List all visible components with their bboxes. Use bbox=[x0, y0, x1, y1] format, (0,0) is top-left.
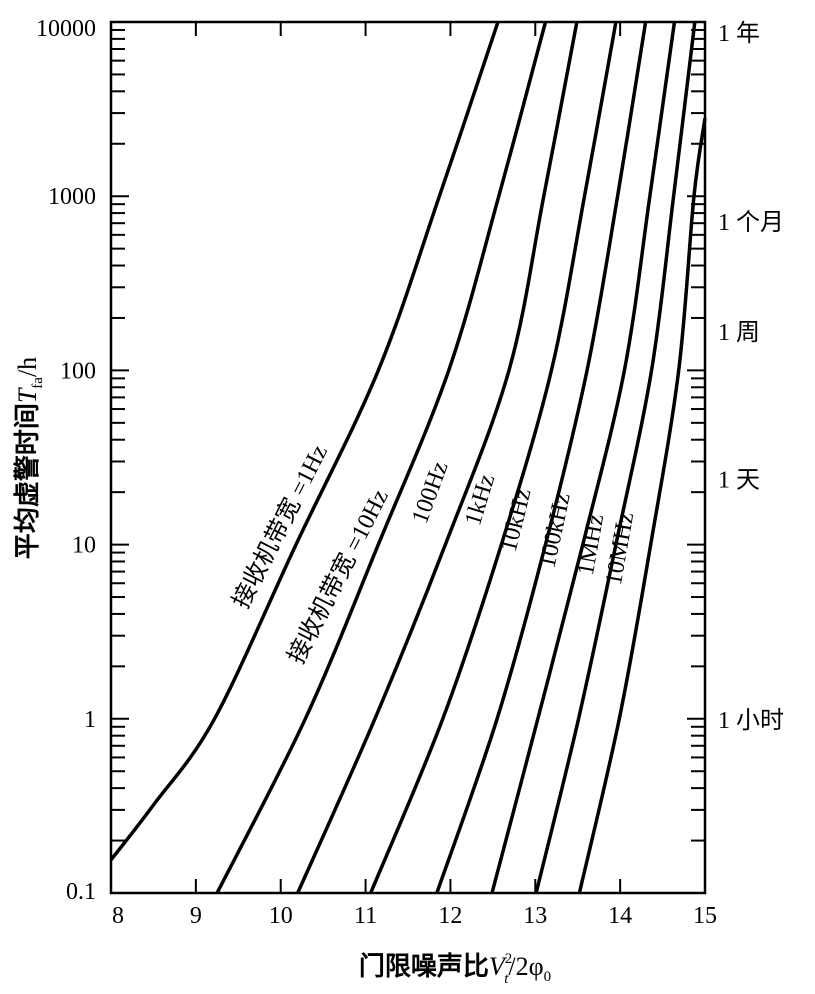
curve-10mhz bbox=[577, 118, 707, 894]
curves bbox=[109, 21, 707, 894]
plot-frame bbox=[109, 20, 707, 895]
x-tick-label: 9 bbox=[190, 903, 202, 929]
y-axis-label-text: 平均虚警时间 bbox=[12, 403, 42, 559]
right-axis-label: 1 个月 bbox=[718, 209, 784, 236]
x-tick-label: 12 bbox=[438, 903, 462, 929]
curve-10khz bbox=[435, 21, 648, 894]
y-tick-label: 0.1 bbox=[66, 879, 96, 905]
x-tick-labels: 8 9 10 11 12 13 14 15 bbox=[112, 903, 717, 929]
curve-100khz bbox=[490, 21, 677, 894]
x-tick-label: 8 bbox=[112, 903, 124, 929]
axis-ticks bbox=[111, 22, 705, 893]
curve-1mhz bbox=[534, 21, 697, 894]
curve-label: 100Hz bbox=[407, 458, 453, 527]
right-axis-label: 1 天 bbox=[718, 467, 760, 493]
curve-1hz bbox=[109, 21, 500, 861]
curve-label: 接收机带宽 =1Hz bbox=[228, 440, 334, 612]
right-axis-label: 1 小时 bbox=[718, 707, 784, 734]
right-axis-label: 1 周 bbox=[718, 320, 760, 346]
curve-label: 1kHz bbox=[460, 471, 500, 528]
curve-label: 100kHz bbox=[535, 491, 576, 571]
curve-1khz bbox=[369, 21, 618, 894]
x-axis-label-text: 门限噪声比 bbox=[359, 952, 489, 981]
x-tick-label: 11 bbox=[354, 903, 377, 929]
x-axis-label: 门限噪声比V2 t/2φ0 bbox=[359, 951, 551, 987]
x-tick-label: 15 bbox=[693, 903, 717, 929]
x-tick-label: 14 bbox=[608, 903, 632, 929]
y-tick-label: 1 bbox=[84, 707, 96, 733]
right-axis-labels: 1 年 1 个月 1 周 1 天 1 小时 bbox=[718, 20, 784, 734]
y-tick-label: 10000 bbox=[36, 16, 96, 42]
curve-label: 10kHz bbox=[496, 486, 537, 554]
y-tick-label: 10 bbox=[72, 533, 96, 559]
y-tick-label: 100 bbox=[60, 358, 96, 384]
x-tick-label: 13 bbox=[523, 903, 547, 929]
curve-10hz bbox=[215, 21, 548, 894]
y-axis-label: 平均虚警时间Tfa/h bbox=[12, 357, 46, 559]
curve-100hz bbox=[296, 21, 579, 894]
x-tick-label: 10 bbox=[269, 903, 293, 929]
y-tick-label: 1000 bbox=[48, 184, 96, 210]
right-axis-label: 1 年 bbox=[718, 20, 760, 47]
y-tick-labels: 0.1 1 10 100 1000 10000 bbox=[36, 16, 96, 905]
